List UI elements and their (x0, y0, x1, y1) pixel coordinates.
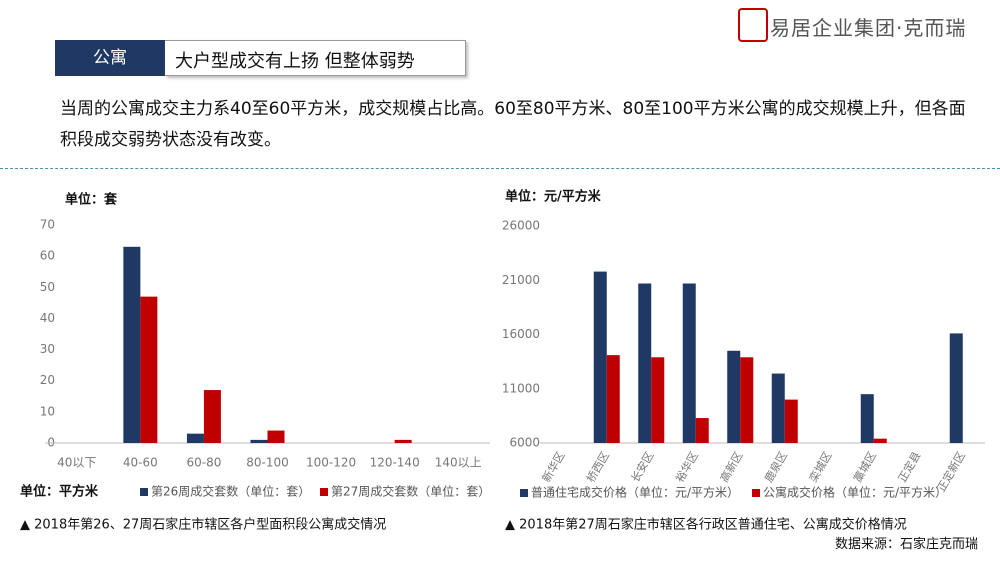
y-tick-label: 11000 (502, 381, 540, 395)
x-tick-label: 高新区 (717, 449, 746, 485)
y-tick-label: 21000 (502, 273, 540, 287)
bar (771, 373, 785, 443)
logo: 易居企业集团·克而瑞 (770, 16, 967, 40)
y-tick-label: 70 (40, 218, 55, 232)
caption: ▲ 2018年第27周石家庄市辖区各行政区普通住宅、公寓成交价格情况 (505, 517, 907, 533)
y-tick-label: 6000 (509, 436, 540, 450)
logo-icon (738, 8, 768, 42)
unit-label: 单位：套 (65, 192, 118, 208)
bar (140, 296, 158, 443)
bar (203, 390, 221, 443)
x-tick-label: 新华区 (539, 449, 568, 485)
bar (186, 433, 204, 443)
title: 大户型成交有上扬 但整体弱势 (175, 51, 415, 72)
bar (784, 399, 798, 443)
bar (695, 418, 709, 443)
x-tick-label: 栾城区 (806, 449, 835, 485)
x-tick-label: 40-60 (123, 456, 158, 470)
caption: ▲ 2018年第26、27周石家庄市辖区各户型面积段公寓成交情况 (20, 517, 386, 533)
bar (123, 246, 141, 443)
y-tick-label: 60 (40, 249, 55, 263)
x-tick-label: 鹿泉区 (761, 449, 790, 485)
y-tick-label: 10 (40, 404, 55, 418)
legend-swatch (520, 489, 528, 497)
legend-swatch (752, 489, 760, 497)
bar (267, 430, 285, 443)
bar (949, 333, 963, 443)
bar (651, 357, 665, 443)
x-tick-label: 80-100 (246, 456, 289, 470)
tag: 公寓 (55, 40, 165, 76)
x-tick-label: 桥西区 (584, 450, 612, 485)
body-text: 当周的公寓成交主力系40至60平方米，成交规模占比高。60至80平方米、80至1… (60, 99, 966, 150)
bar (250, 439, 268, 443)
x-tick-label: 60-80 (186, 456, 221, 470)
x-tick-label: 40以下 (57, 456, 96, 470)
legend-swatch (140, 488, 148, 496)
x-tick-label: 100-120 (306, 456, 356, 470)
x-tick-label: 裕华区 (672, 449, 701, 485)
y-tick-label: 26000 (502, 219, 540, 233)
y-tick-label: 50 (40, 280, 55, 294)
legend-label: 第26周成交套数（单位：套） (151, 484, 310, 499)
y-tick-label: 30 (40, 342, 55, 356)
x-tick-label: 120-140 (370, 456, 420, 470)
unit-label: 单位：元/平方米 (505, 189, 602, 205)
bar (682, 283, 696, 443)
bar (593, 271, 607, 443)
y-tick-label: 16000 (502, 327, 540, 341)
bar (606, 355, 620, 443)
x-tick-label: 140以上 (435, 456, 482, 470)
legend-swatch (320, 488, 328, 496)
divider (0, 168, 1000, 169)
bar (394, 439, 412, 443)
x-unit-label: 单位：平方米 (20, 484, 99, 500)
y-tick-label: 20 (40, 373, 55, 387)
bar (873, 438, 887, 443)
legend-label: 第27周成交套数（单位：套） (331, 484, 490, 499)
source: 数据来源：石家庄克而瑞 (834, 537, 978, 552)
y-tick-label: 40 (40, 311, 55, 325)
bar (727, 350, 741, 443)
x-tick-label: 藁城区 (851, 450, 879, 485)
bar (638, 283, 652, 443)
legend-label: 普通住宅成交价格（单位：元/平方米） (531, 485, 739, 500)
x-tick-label: 正定县 (895, 449, 924, 485)
bar (740, 357, 754, 443)
x-tick-label: 长安区 (628, 449, 657, 485)
bar (860, 394, 874, 443)
legend-label: 公寓成交价格（单位：元/平方米） (763, 485, 947, 500)
